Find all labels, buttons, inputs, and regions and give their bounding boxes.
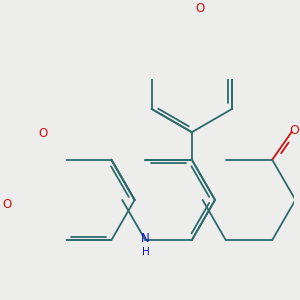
Text: H: H [142,247,149,257]
Text: N: N [141,232,150,245]
Text: O: O [2,197,11,211]
Text: O: O [196,2,205,15]
Text: O: O [290,124,299,136]
Text: O: O [38,127,47,140]
